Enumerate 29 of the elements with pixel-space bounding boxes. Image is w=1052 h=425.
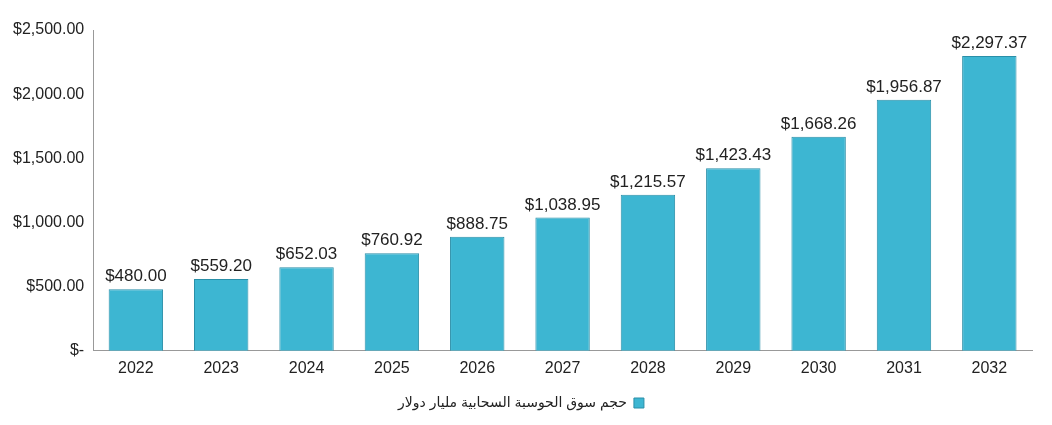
- data-label: $888.75: [446, 213, 508, 233]
- x-tick-label: 2024: [288, 358, 325, 376]
- data-label: $1,038.95: [524, 194, 601, 214]
- x-tick-label: 2030: [800, 358, 837, 376]
- data-label: $480.00: [105, 266, 167, 286]
- x-tick-label: 2023: [203, 358, 240, 376]
- y-tick-label: $500.00: [26, 277, 85, 295]
- y-tick-label: $2,500.00: [12, 20, 85, 38]
- y-tick-label: $-: [69, 341, 85, 359]
- data-label: $1,423.43: [695, 145, 772, 165]
- data-label: $760.92: [361, 230, 423, 250]
- x-tick-label: 2026: [459, 358, 496, 376]
- x-tick-label: 2027: [544, 358, 581, 376]
- data-label: $1,668.26: [780, 113, 857, 133]
- data-label: $2,297.37: [951, 33, 1028, 53]
- y-tick-label: $1,000.00: [12, 212, 85, 230]
- y-tick-label: $2,000.00: [12, 84, 85, 102]
- data-label: $559.20: [190, 256, 252, 276]
- x-tick-label: 2028: [630, 358, 666, 376]
- x-tick-label: 2022: [118, 358, 154, 376]
- x-tick-label: 2025: [374, 358, 410, 376]
- data-label: $1,215.57: [610, 172, 686, 192]
- data-label: $652.03: [275, 244, 338, 264]
- x-tick-label: 2032: [971, 358, 1008, 376]
- y-tick-label: $1,500.00: [12, 148, 85, 166]
- x-tick-label: 2031: [886, 358, 922, 376]
- data-label: $1,956.87: [866, 76, 942, 96]
- legend-label: حجم سوق الحوسبة السحابية مليار دولار: [397, 393, 627, 411]
- x-tick-label: 2029: [715, 358, 752, 376]
